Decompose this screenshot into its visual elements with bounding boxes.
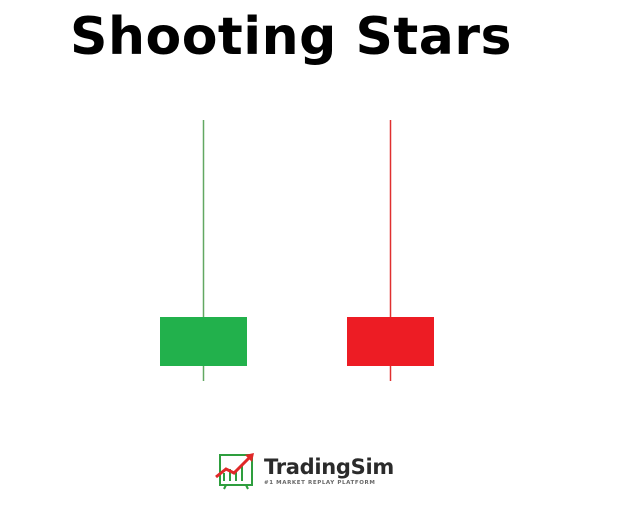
page-title: Shooting Stars — [70, 7, 512, 67]
trending-up-chart-icon — [215, 453, 254, 490]
logo-text: TradingSim #1 MARKET REPLAY PLATFORM — [264, 455, 394, 487]
logo-tagline: #1 MARKET REPLAY PLATFORM — [264, 480, 376, 486]
tradingsim-logo: TradingSim #1 MARKET REPLAY PLATFORM — [214, 449, 394, 493]
bullish-shooting-star-candle — [160, 120, 247, 381]
bearish-candle-body — [347, 317, 434, 366]
logo-name: TradingSim — [264, 455, 394, 479]
bearish-shooting-star-candle — [347, 120, 434, 381]
bullish-candle-body — [160, 317, 247, 366]
